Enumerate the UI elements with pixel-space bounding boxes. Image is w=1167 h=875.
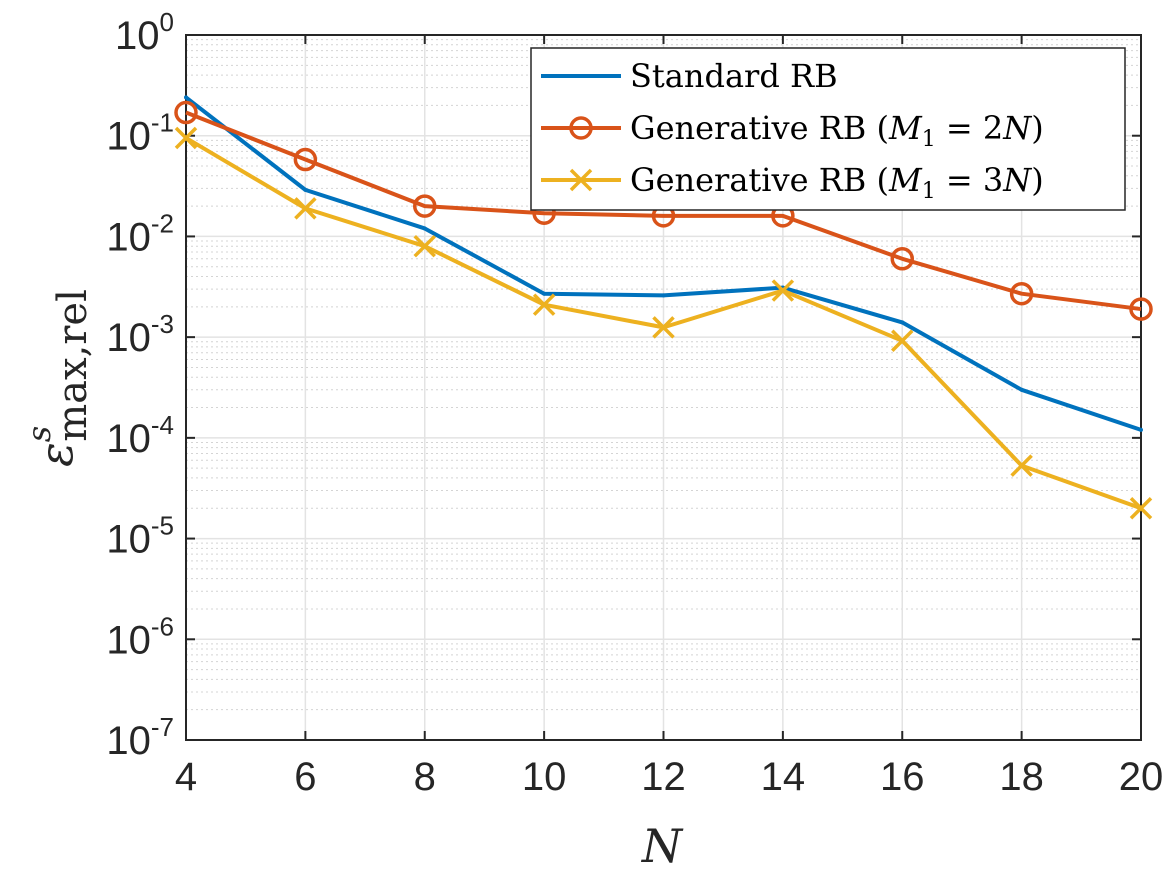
legend-label-part: 1 (922, 179, 936, 204)
y-tick-label-exponent: -6 (151, 611, 174, 641)
data-point (1009, 281, 1034, 306)
y-tick-label-base: 10 (106, 316, 151, 360)
legend-label-part: Generative RB ( (630, 161, 889, 199)
data-point (891, 329, 914, 353)
legend-label-part: M (888, 161, 923, 199)
series-line (185, 110, 1142, 312)
x-tick-label: 10 (522, 755, 567, 799)
y-tick-label-base: 10 (106, 115, 151, 159)
legend-label-part: Standard RB (630, 57, 838, 95)
x-tick-label: 14 (761, 755, 806, 799)
legend-label-part: ) (1031, 161, 1043, 199)
y-axis-label-base: ε (29, 442, 83, 467)
y-tick-label: 10-1 (106, 108, 174, 159)
y-tick-label-exponent: -5 (151, 511, 174, 541)
y-tick-label-exponent: -2 (151, 208, 174, 238)
y-tick-label-exponent: -1 (151, 108, 174, 138)
y-tick-label: 10-4 (106, 410, 174, 461)
legend-label: Generative RB (M1 = 3N) (630, 161, 1044, 204)
data-point (293, 147, 318, 172)
y-tick-label: 10-5 (106, 511, 174, 562)
x-tick-label: 18 (999, 755, 1044, 799)
y-tick-label-base: 10 (106, 618, 151, 662)
axis-ticks: 4 6 8 10 12 14 16 18 2010010-110-210-310-410-510… (106, 7, 1163, 799)
y-tick-label-base: 10 (106, 719, 151, 763)
legend-entry-3: Generative RB (M1 = 3N) (541, 161, 1044, 204)
data-point (1010, 454, 1033, 477)
legend-label: Generative RB (M1 = 2N) (630, 109, 1044, 152)
y-tick-label: 10-3 (106, 309, 174, 360)
legend-label-part: 1 (922, 127, 936, 152)
legend-box (530, 47, 1126, 211)
data-point (413, 194, 437, 218)
y-tick-label-base: 10 (106, 417, 151, 461)
legend-entry-2: Generative RB (M1 = 2N) (541, 109, 1044, 152)
legend-label-part: N (1002, 161, 1032, 199)
y-tick-label: 100 (115, 7, 174, 58)
series-2 (174, 100, 1153, 321)
y-tick-label-exponent: -3 (151, 309, 174, 339)
y-tick-label-exponent: 0 (160, 7, 174, 37)
legend-entry-1: Standard RB (541, 57, 838, 95)
x-axis-label: N (641, 819, 684, 873)
x-tick-label: 8 (414, 755, 436, 799)
data-point (413, 234, 436, 258)
data-point (1139, 427, 1143, 432)
data-point (294, 197, 317, 220)
data-point (900, 320, 905, 325)
y-tick-label-base: 10 (115, 14, 160, 58)
legend-label-part: ) (1031, 109, 1043, 147)
series-3 (174, 126, 1153, 520)
data-point (771, 279, 795, 302)
data-point (174, 100, 198, 125)
legend-label-part: = 3 (936, 161, 1004, 199)
data-point (422, 226, 427, 231)
y-tick-label-exponent: -7 (151, 712, 174, 742)
legend-label-part: Generative RB ( (630, 109, 889, 147)
y-tick-label-base: 10 (106, 518, 151, 562)
legend-marker (569, 168, 593, 192)
y-tick-label: 10-7 (106, 712, 174, 763)
data-point (890, 247, 914, 271)
y-axis-label: εsmax,rel (20, 289, 96, 467)
y-tick-label: 10-2 (106, 208, 174, 259)
legend-label-part: M (888, 109, 923, 147)
y-tick-label: 10-6 (106, 611, 174, 662)
x-tick-label: 6 (294, 755, 316, 799)
data-point (1129, 497, 1153, 520)
axis-labels: N εsmax,rel (20, 289, 684, 873)
legend-label-part: = 2 (936, 109, 1004, 147)
legend-marker (569, 116, 593, 140)
data-point (184, 95, 188, 100)
x-tick-label: 16 (880, 755, 925, 799)
data-point (652, 316, 675, 339)
data-point (532, 293, 556, 316)
x-tick-label: 20 (1119, 755, 1164, 799)
y-tick-label-exponent: -4 (151, 410, 174, 440)
data-point (1129, 297, 1153, 321)
legend-label: Standard RB (630, 57, 838, 95)
y-axis-label-sup: s (20, 426, 58, 442)
data-point (174, 126, 198, 150)
y-tick-label-base: 10 (106, 215, 151, 259)
data-point (1019, 387, 1024, 392)
x-tick-label: 4 (175, 755, 197, 799)
data-point (542, 291, 547, 296)
x-tick-label: 12 (641, 755, 686, 799)
legend-label-part: N (1002, 109, 1032, 147)
y-axis-label-sub: max,rel (50, 289, 96, 442)
data-point (661, 293, 666, 298)
data-point (303, 187, 308, 192)
series-layer (174, 95, 1153, 520)
